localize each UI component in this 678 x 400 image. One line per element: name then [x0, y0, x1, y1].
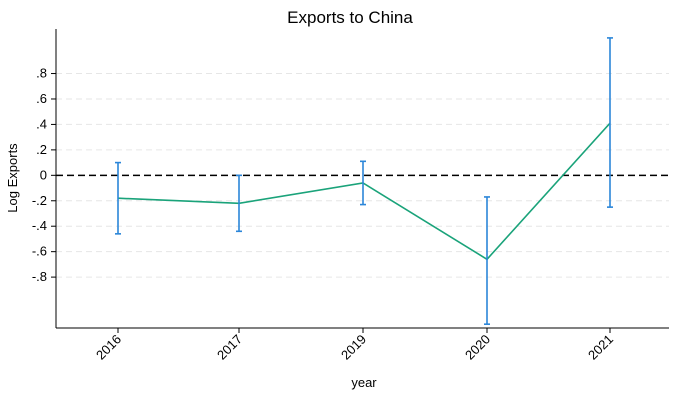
x-axis-label: year [351, 375, 377, 390]
y-tick-label: .6 [36, 91, 47, 106]
grid-layer [56, 73, 669, 278]
series-line-0 [117, 122, 611, 261]
error-bar-2019 [360, 160, 366, 206]
y-tick-label: -.2 [32, 193, 47, 208]
chart-title: Exports to China [287, 8, 413, 27]
y-tick-label: -.4 [32, 218, 47, 233]
y-tick-label: .2 [36, 142, 47, 157]
error-bar-2020 [484, 196, 490, 325]
axes-layer: .8 .6 .4 .2 0 -.2 -.4 -.6 -.8 2016 2017 2019 2020 202… [32, 29, 669, 363]
y-tick-label: 0 [40, 167, 47, 182]
x-tick-label: 2020 [462, 332, 493, 363]
error-bar-2016 [115, 161, 121, 235]
y-tick-label: .8 [36, 66, 47, 81]
error-bar-2017 [236, 174, 242, 233]
error-bar-2021 [607, 37, 613, 208]
y-tick-label: -.8 [32, 269, 47, 284]
x-tick-label: 2017 [214, 332, 245, 363]
x-tick-label: 2019 [338, 332, 369, 363]
y-tick-label: .4 [36, 116, 47, 131]
y-axis-label: Log Exports [5, 143, 20, 213]
x-tick-label: 2016 [93, 332, 124, 363]
data-layer [115, 37, 613, 325]
y-tick-label: -.6 [32, 244, 47, 259]
x-tick-label: 2021 [585, 332, 616, 363]
